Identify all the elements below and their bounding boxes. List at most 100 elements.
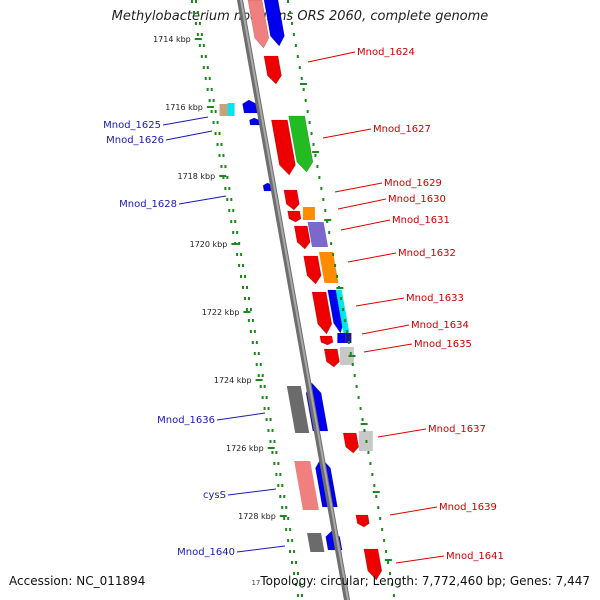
map-title: Methylobacterium nodulans ORS 2060, comp… xyxy=(111,9,489,24)
gene-feature xyxy=(263,55,282,85)
gene-label-forward: Mnod_1633 xyxy=(406,293,464,304)
track-dot xyxy=(216,143,219,146)
track-dot xyxy=(349,352,352,355)
track-dot xyxy=(279,495,282,498)
tick-label: 1720 kbp xyxy=(190,240,228,249)
topology-summary: Topology: circular; Length: 7,772,460 bp… xyxy=(260,574,590,588)
track-dot xyxy=(300,594,303,597)
label-leader xyxy=(216,412,266,421)
track-dot xyxy=(296,594,299,597)
gene-label-reverse: Mnod_1636 xyxy=(157,415,215,426)
gene-feature xyxy=(247,0,270,49)
track-dot xyxy=(267,429,270,432)
track-dot xyxy=(210,88,213,91)
gene-feature xyxy=(307,222,329,247)
track-dot xyxy=(271,429,274,432)
track-dot xyxy=(351,363,354,366)
track-dot xyxy=(359,407,362,410)
track-dot xyxy=(375,495,378,498)
tick-label: 1718 kbp xyxy=(178,172,216,181)
track-dot xyxy=(287,539,290,542)
track-dot xyxy=(261,396,264,399)
gene-feature xyxy=(293,225,311,250)
left-dotted-track-2 xyxy=(195,0,303,597)
track-dot xyxy=(204,55,207,58)
track-dot xyxy=(255,363,258,366)
gene-feature xyxy=(219,104,228,116)
track-dot xyxy=(291,539,294,542)
track-dot xyxy=(387,561,390,564)
track-dot xyxy=(312,143,315,146)
track-dot xyxy=(244,275,247,278)
track-dot xyxy=(198,22,201,25)
gene-feature xyxy=(263,0,285,47)
tick-label: 1728 kbp xyxy=(238,512,276,521)
track-dot xyxy=(212,121,215,124)
track-dot xyxy=(355,385,358,388)
genome-backbone xyxy=(236,0,351,600)
track-dot xyxy=(259,363,262,366)
track-dot xyxy=(202,44,205,47)
track-dot xyxy=(336,275,339,278)
label-leader xyxy=(165,130,213,141)
track-dot xyxy=(224,165,227,168)
track-dot xyxy=(330,242,333,245)
track-dot xyxy=(341,308,344,311)
track-dot xyxy=(271,451,274,454)
gene-label-forward: Mnod_1639 xyxy=(439,502,497,513)
left-dotted-track xyxy=(191,0,299,597)
track-dot xyxy=(206,66,209,69)
truncated-label: 17 xyxy=(251,579,261,587)
track-dot xyxy=(357,396,360,399)
gene-feature xyxy=(319,335,334,346)
gene-feature xyxy=(303,255,322,285)
topology-text: 17Topology: circular; Length: 7,772,460 … xyxy=(251,574,590,588)
track-dot xyxy=(297,572,300,575)
gene-label-reverse: cysS xyxy=(203,490,226,501)
gene-feature xyxy=(318,252,339,283)
track-dot xyxy=(334,264,337,267)
track-dot xyxy=(277,462,280,465)
track-dot xyxy=(251,341,254,344)
label-leader xyxy=(337,198,387,210)
track-dot xyxy=(283,495,286,498)
track-dot xyxy=(200,55,203,58)
gene-feature xyxy=(355,514,370,528)
track-dot xyxy=(389,572,392,575)
track-dot xyxy=(287,0,289,3)
track-dot xyxy=(218,154,221,157)
tick-label: 1716 kbp xyxy=(165,103,203,112)
track-dot xyxy=(249,330,252,333)
gene-label-reverse: Mnod_1628 xyxy=(119,199,177,210)
track-dot xyxy=(383,539,386,542)
track-dot xyxy=(339,297,342,300)
track-dot xyxy=(300,77,303,80)
gene-feature xyxy=(363,548,383,581)
track-dot xyxy=(263,407,266,410)
track-dot xyxy=(279,473,282,476)
track-dot xyxy=(257,352,260,355)
track-dot xyxy=(249,308,252,311)
gene-feature xyxy=(242,99,259,114)
track-dot xyxy=(292,33,295,36)
track-dot xyxy=(293,572,296,575)
track-dot xyxy=(347,341,350,344)
track-dot xyxy=(314,154,317,157)
track-dot xyxy=(257,374,260,377)
label-leader xyxy=(162,116,209,126)
gene-label-forward: Mnod_1634 xyxy=(411,320,469,331)
track-dot xyxy=(385,550,388,553)
gene-feature xyxy=(287,210,302,223)
gene-feature xyxy=(307,533,325,552)
track-dot xyxy=(365,440,368,443)
gene-label-forward: Mnod_1629 xyxy=(384,178,442,189)
track-dot xyxy=(261,374,264,377)
track-dot xyxy=(283,517,286,520)
gene-label-forward: Mnod_1630 xyxy=(388,194,446,205)
track-dot xyxy=(198,44,201,47)
track-dot xyxy=(245,308,248,311)
tick-label: 1714 kbp xyxy=(153,35,191,44)
track-dot xyxy=(232,231,235,234)
gene-feature xyxy=(342,432,360,454)
track-dot xyxy=(324,209,327,212)
